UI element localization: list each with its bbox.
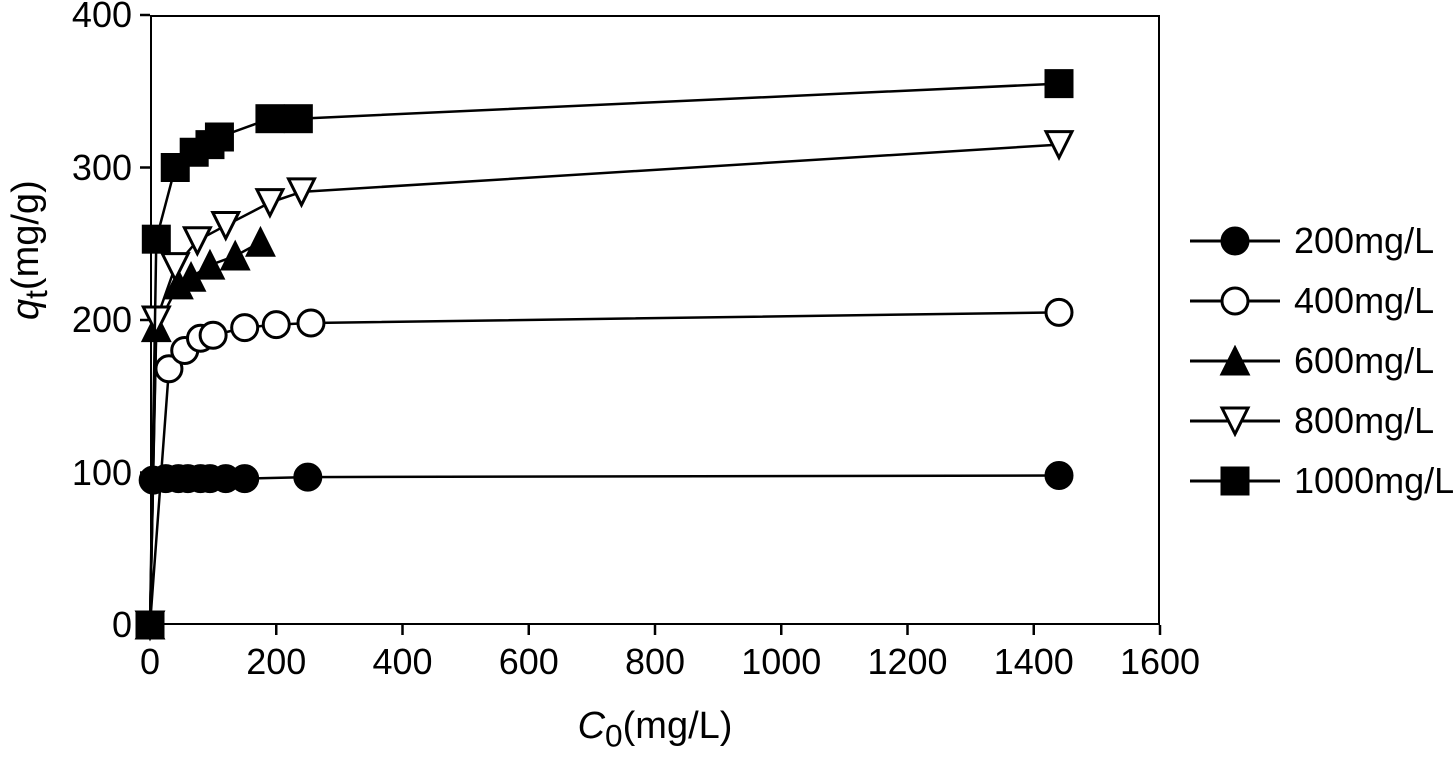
series-marker	[257, 106, 283, 132]
x-tick-label: 1600	[1120, 641, 1200, 683]
x-tick-label: 1400	[994, 641, 1074, 683]
legend-label: 1000mg/L	[1294, 460, 1454, 502]
x-tick-label: 600	[499, 641, 559, 683]
y-tick-label: 400	[72, 0, 132, 36]
legend-item: 1000mg/L	[1190, 460, 1454, 502]
series-marker	[1046, 463, 1072, 489]
legend-item: 600mg/L	[1190, 340, 1454, 382]
series-line	[150, 476, 1059, 625]
series-marker	[1046, 71, 1072, 97]
y-tick-label: 0	[112, 604, 132, 646]
series-marker	[1046, 299, 1072, 325]
x-tick-label: 1200	[867, 641, 947, 683]
y-tick-label: 100	[72, 452, 132, 494]
series-marker	[206, 124, 232, 150]
series-marker	[200, 322, 226, 348]
series-marker	[143, 226, 169, 252]
series-marker	[137, 612, 163, 638]
x-tick-label: 200	[246, 641, 306, 683]
series-marker	[247, 229, 273, 255]
legend-label: 600mg/L	[1294, 340, 1434, 382]
legend-swatch	[1190, 228, 1280, 254]
legend: 200mg/L 400mg/L 600mg/L 800mg/L 1000mg/L	[1190, 220, 1454, 520]
y-axis-label: qt(mg/g)	[5, 180, 55, 320]
legend-label: 400mg/L	[1294, 280, 1434, 322]
series-line	[150, 145, 1059, 625]
series-marker	[263, 312, 289, 338]
legend-swatch	[1190, 348, 1280, 374]
x-tick-label: 400	[372, 641, 432, 683]
series-marker	[232, 315, 258, 341]
series-marker	[213, 212, 239, 238]
series-marker	[232, 466, 258, 492]
series-line	[150, 84, 1059, 625]
x-tick-label: 0	[140, 641, 160, 683]
y-tick-label: 300	[72, 147, 132, 189]
legend-swatch	[1190, 408, 1280, 434]
series-marker	[257, 190, 283, 216]
series-marker	[298, 310, 324, 336]
legend-item: 200mg/L	[1190, 220, 1454, 262]
series-line	[150, 242, 260, 625]
x-axis-label: C0(mg/L)	[578, 705, 733, 755]
legend-label: 200mg/L	[1294, 220, 1434, 262]
x-tick-label: 1000	[741, 641, 821, 683]
legend-swatch	[1190, 468, 1280, 494]
series-marker	[285, 106, 311, 132]
series-marker	[197, 252, 223, 278]
legend-label: 800mg/L	[1294, 400, 1434, 442]
legend-item: 800mg/L	[1190, 400, 1454, 442]
legend-swatch	[1190, 288, 1280, 314]
series-marker	[222, 243, 248, 269]
y-tick-label: 200	[72, 299, 132, 341]
chart-root: { "chart": { "type": "line-scatter", "ba…	[0, 0, 1455, 776]
legend-item: 400mg/L	[1190, 280, 1454, 322]
series-line	[150, 312, 1059, 625]
x-tick-label: 800	[625, 641, 685, 683]
series-marker	[295, 464, 321, 490]
